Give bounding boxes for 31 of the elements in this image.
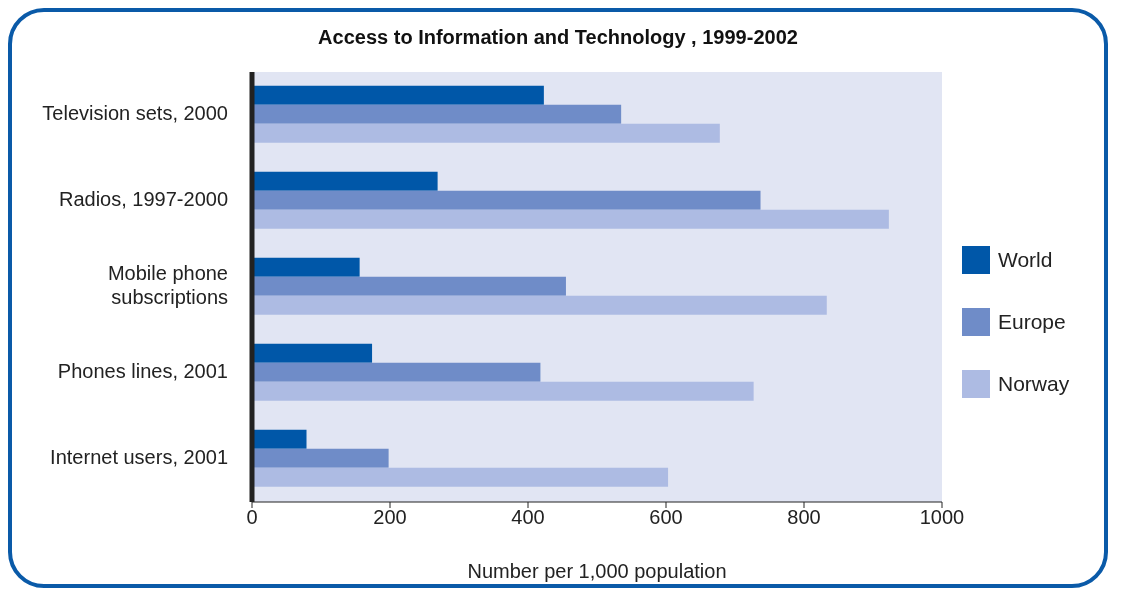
x-tick-label: 600 xyxy=(649,506,683,529)
legend-label: Norway xyxy=(998,372,1070,396)
x-tick-label: 1000 xyxy=(919,506,965,529)
bar xyxy=(252,295,827,315)
y-tick-label: Television sets, 2000 xyxy=(42,102,228,125)
bar xyxy=(252,343,373,363)
bar xyxy=(252,190,761,210)
y-tick-label: Phones lines, 2001 xyxy=(57,360,228,383)
bar xyxy=(252,429,307,449)
x-tick-label: 800 xyxy=(787,506,821,529)
y-tick-label: Internet users, 2001 xyxy=(50,446,228,469)
bar xyxy=(252,209,889,229)
legend-label: World xyxy=(998,248,1053,272)
x-tick-label: 400 xyxy=(511,506,545,529)
x-tick-label: 0 xyxy=(246,506,258,529)
bar xyxy=(252,85,544,105)
bar xyxy=(252,448,389,468)
bar xyxy=(252,123,720,143)
bar xyxy=(252,104,622,124)
y-tick-label: Radios, 1997-2000 xyxy=(58,188,228,211)
bar xyxy=(252,467,669,487)
chart-title: Access to Information and Technology , 1999-2002 xyxy=(317,26,799,49)
bar xyxy=(252,362,541,382)
bar xyxy=(252,171,438,191)
x-tick-label: 200 xyxy=(373,506,407,529)
y-tick-label: Mobile phone subscriptions xyxy=(107,262,228,309)
bar xyxy=(252,276,566,296)
bar xyxy=(252,257,360,277)
legend-label: Europe xyxy=(998,310,1066,334)
x-axis-title: Number per 1,000 population xyxy=(467,560,727,582)
bar xyxy=(252,381,754,401)
